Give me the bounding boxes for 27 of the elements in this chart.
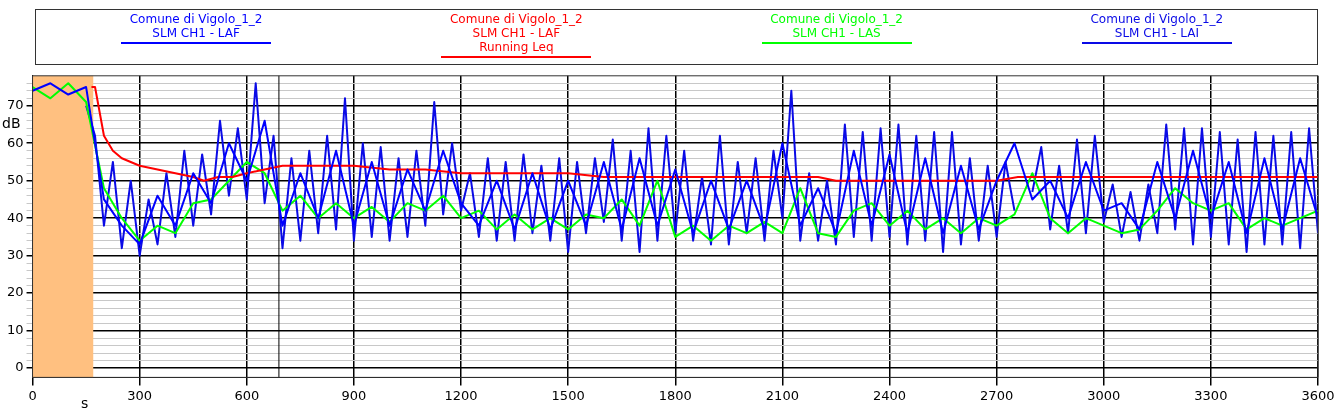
- text: Comune di Vigolo_1_2 SLM CH1 - LAF Running Leq: [449, 12, 584, 54]
- x-tick-label: 3600: [1301, 387, 1335, 403]
- text: Comune di Vigolo_1_2 SLM CH1 - LAS: [769, 12, 904, 40]
- x-axis-title: s: [80, 395, 89, 411]
- x-tick-label: 300: [127, 387, 153, 403]
- text: Comune di Vigolo_1_2 SLM CH1 - LAI: [1089, 12, 1225, 40]
- x-tick-label: 2400: [872, 387, 907, 403]
- y-tick-label: 50: [7, 172, 24, 188]
- text: Comune di Vigolo_1_2 SLM CH1 - LAF: [128, 12, 264, 40]
- x-tick-label: 1800: [658, 387, 692, 403]
- y-tick-label: 70: [7, 97, 24, 113]
- y-tick-label: 10: [7, 321, 24, 337]
- x-tick-label: 1200: [444, 387, 478, 403]
- y-tick-label: 0: [15, 359, 24, 375]
- y-tick-label: 40: [7, 209, 24, 225]
- y-axis-title: dB: [2, 115, 21, 132]
- y-tick-label: 20: [7, 284, 24, 300]
- y-tick-label: 60: [7, 134, 24, 150]
- y-tick-label: 30: [7, 247, 24, 263]
- x-tick-label: 2700: [980, 387, 1014, 403]
- x-tick-label: 1500: [551, 387, 585, 403]
- x-tick-label: 3000: [1087, 387, 1121, 403]
- x-tick-label: 3300: [1194, 387, 1228, 403]
- x-tick-label: 600: [234, 387, 260, 403]
- x-tick-label: 900: [341, 387, 367, 403]
- x-tick-label: 2100: [765, 387, 799, 403]
- x-tick-label: 0: [28, 387, 37, 403]
